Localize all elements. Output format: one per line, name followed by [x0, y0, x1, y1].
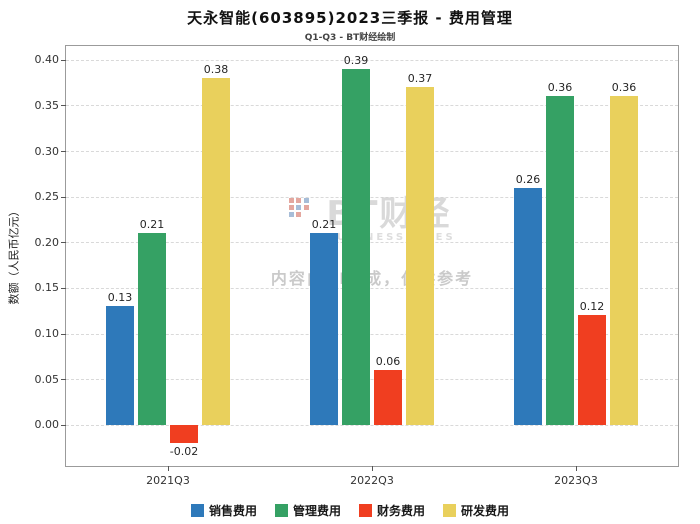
bar-value-label: 0.38 [203, 62, 229, 76]
y-tick-label: 0.25 [34, 190, 60, 204]
legend-swatch [190, 504, 204, 517]
bar-value-label: 0.21 [139, 218, 165, 232]
bar-value-label: 0.26 [515, 172, 541, 186]
chart-title: 天永智能(603895)2023三季报 - 费用管理 [187, 9, 513, 27]
legend-label: 研发费用 [461, 504, 510, 518]
x-tick-mark [168, 466, 169, 471]
y-tick-label: 0.40 [34, 53, 60, 67]
bar-value-label: 0.36 [611, 81, 637, 95]
legend-item-研发费用: 研发费用 [443, 502, 509, 519]
y-tick-label: 0.05 [34, 372, 60, 386]
bar-研发费用-2021Q3 [202, 77, 230, 425]
bar-销售费用-2021Q3 [106, 306, 134, 425]
legend-item-管理费用: 管理费用 [274, 502, 341, 519]
x-tick-label: 2021Q3 [146, 474, 190, 487]
bar-value-label: 0.37 [407, 72, 433, 86]
gridline [66, 151, 678, 152]
y-tick-label: 0.30 [34, 144, 60, 158]
gridline [66, 196, 678, 198]
legend-item-销售费用: 销售费用 [190, 502, 257, 519]
legend: 销售费用 管理费用 财务费用 研发费用 [0, 502, 700, 519]
bar-value-label: 0.21 [311, 218, 337, 232]
bar-销售费用-2022Q3 [310, 233, 338, 425]
gridline [66, 424, 678, 426]
gridline [66, 379, 678, 381]
bar-value-label: 0.13 [107, 291, 133, 305]
legend-swatch [359, 504, 372, 517]
bar-管理费用-2021Q3 [138, 233, 166, 425]
bar-财务费用-2021Q3 [170, 424, 198, 444]
gridline [66, 105, 678, 107]
y-tick-mark [61, 196, 66, 198]
gridline [66, 242, 678, 244]
y-tick-label: 0.20 [34, 235, 60, 249]
x-tick-label: 2023Q3 [554, 474, 598, 487]
legend-swatch [274, 504, 288, 517]
bar-财务费用-2023Q3 [578, 315, 606, 425]
bar-管理费用-2022Q3 [342, 68, 370, 425]
bar-研发费用-2023Q3 [610, 96, 638, 425]
x-tick-mark [372, 466, 373, 471]
gridline [66, 59, 678, 61]
bar-value-label: -0.02 [169, 445, 199, 459]
legend-label: 管理费用 [292, 504, 341, 518]
y-tick-mark [61, 105, 66, 107]
gridline [66, 287, 678, 289]
y-tick-mark [61, 379, 66, 381]
watermark-disclaimer: 内容由AI生成，仅供参考 [270, 269, 474, 288]
bar-value-label: 0.39 [343, 53, 369, 67]
gridline [66, 333, 678, 335]
x-tick-label: 2022Q3 [350, 474, 394, 487]
bar-value-label: 0.12 [579, 300, 605, 314]
y-tick-mark [61, 333, 66, 335]
chart-subtitle: Q1-Q3 - BT财经绘制 [304, 33, 396, 43]
y-tick-mark [61, 151, 66, 152]
y-tick-label: 0.15 [34, 281, 60, 295]
y-tick-label: 0.00 [34, 418, 60, 432]
y-tick-label: 0.35 [34, 98, 60, 112]
plot-area: BT财经 BUSINESSTIMES 内容由AI生成，仅供参考 0.00 0.05… [35, 45, 679, 487]
legend-label: 财务费用 [377, 504, 426, 518]
legend-label: 销售费用 [208, 504, 257, 518]
legend-swatch [443, 504, 457, 517]
bar-研发费用-2022Q3 [406, 87, 434, 425]
bar-财务费用-2022Q3 [374, 370, 402, 425]
bar-管理费用-2023Q3 [546, 96, 574, 425]
y-tick-mark [61, 242, 66, 244]
bar-销售费用-2023Q3 [514, 187, 542, 425]
y-tick-label: 0.10 [34, 327, 60, 341]
y-tick-mark [61, 424, 66, 426]
bar-value-label: 0.06 [375, 355, 401, 369]
bar-value-label: 0.36 [547, 81, 573, 95]
y-tick-mark [61, 59, 66, 61]
legend-item-财务费用: 财务费用 [359, 502, 425, 519]
x-tick-mark [576, 466, 577, 471]
y-tick-mark [61, 287, 66, 289]
